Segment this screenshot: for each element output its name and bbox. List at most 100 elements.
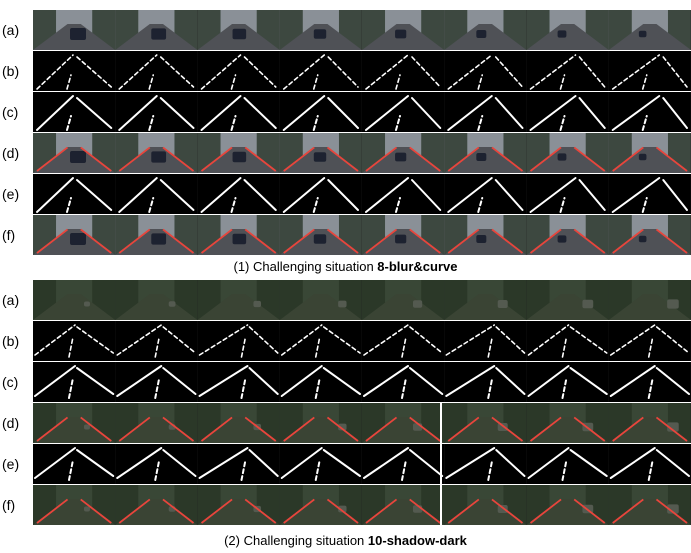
thumbnail-frame xyxy=(362,215,445,255)
image-strip xyxy=(33,10,691,50)
thumbnail-frame xyxy=(444,321,527,361)
thumbnail-frame xyxy=(33,444,116,484)
image-strip xyxy=(33,485,691,525)
thumbnail-frame xyxy=(444,485,527,525)
row-label: (c) xyxy=(2,104,19,120)
thumbnail-strip-svg xyxy=(33,362,691,402)
thumbnail-frame xyxy=(444,215,527,255)
row-label: (e) xyxy=(2,186,20,202)
thumbnail-frame xyxy=(197,174,280,214)
thumbnail-frame xyxy=(444,444,527,484)
thumbnail-frame xyxy=(197,10,280,50)
caption-situation-name: 10-shadow-dark xyxy=(367,533,467,548)
row-f: (f) xyxy=(0,485,691,525)
thumbnail-frame xyxy=(444,362,527,402)
thumbnail-frame xyxy=(115,362,198,402)
thumbnail-frame xyxy=(115,280,198,320)
figure-caption: (1) Challenging situation 8-blur&curve xyxy=(0,259,691,274)
thumbnail-strip-svg xyxy=(33,485,691,525)
image-strip xyxy=(33,321,691,361)
thumbnail-frame xyxy=(526,403,609,443)
thumbnail-strip-svg xyxy=(33,133,691,173)
thumbnail-frame xyxy=(444,51,527,91)
thumbnail-strip-svg xyxy=(33,10,691,50)
image-strip xyxy=(33,403,691,443)
row-label: (a) xyxy=(2,292,20,308)
row-c: (c) xyxy=(0,362,691,402)
row-label: (c) xyxy=(2,374,19,390)
thumbnail-frame xyxy=(279,362,363,402)
row-b: (b) xyxy=(0,51,691,91)
thumbnail-frame xyxy=(444,403,527,443)
thumbnail-frame xyxy=(444,174,527,214)
thumbnail-frame xyxy=(197,485,280,525)
thumbnail-frame xyxy=(33,10,116,50)
thumbnail-strip-svg xyxy=(33,403,691,443)
thumbnail-frame xyxy=(526,51,609,91)
thumbnail-frame xyxy=(33,51,116,91)
thumbnail-frame xyxy=(608,10,691,50)
row-label: (f) xyxy=(2,497,16,513)
thumbnail-frame xyxy=(279,444,363,484)
thumbnail-frame xyxy=(279,133,363,173)
thumbnail-strip-svg xyxy=(33,174,691,214)
row-label: (a) xyxy=(2,22,20,38)
thumbnail-frame xyxy=(526,10,609,50)
thumbnail-frame xyxy=(526,485,609,525)
thumbnail-frame xyxy=(362,10,445,50)
thumbnail-frame xyxy=(115,92,198,132)
thumbnail-frame xyxy=(115,51,198,91)
row-label: (f) xyxy=(2,227,16,243)
row-label: (b) xyxy=(2,333,20,349)
thumbnail-frame xyxy=(444,10,527,50)
thumbnail-frame xyxy=(608,51,691,91)
image-strip xyxy=(33,92,691,132)
thumbnail-strip-svg xyxy=(33,280,691,320)
thumbnail-frame xyxy=(608,321,691,361)
row-f: (f) xyxy=(0,215,691,255)
thumbnail-frame xyxy=(115,215,198,255)
thumbnail-frame xyxy=(33,280,116,320)
row-label: (d) xyxy=(2,145,20,161)
thumbnail-frame xyxy=(279,174,363,214)
thumbnail-frame xyxy=(197,321,280,361)
thumbnail-frame xyxy=(362,362,445,402)
row-d: (d) xyxy=(0,133,691,173)
thumbnail-frame xyxy=(279,321,363,361)
thumbnail-frame xyxy=(115,444,198,484)
figure-block-2: (a) (b) (c) (d) (e) (f) (2) Challenging … xyxy=(0,280,691,553)
thumbnail-frame xyxy=(279,280,363,320)
thumbnail-frame xyxy=(279,51,363,91)
row-a: (a) xyxy=(0,280,691,320)
thumbnail-frame xyxy=(197,92,280,132)
thumbnail-frame xyxy=(362,174,445,214)
image-strip xyxy=(33,280,691,320)
thumbnail-frame xyxy=(279,92,363,132)
thumbnail-frame xyxy=(279,403,363,443)
thumbnail-frame xyxy=(608,444,691,484)
thumbnail-frame xyxy=(33,215,116,255)
thumbnail-frame xyxy=(608,133,691,173)
thumbnail-frame xyxy=(33,403,116,443)
thumbnail-strip-svg xyxy=(33,51,691,91)
figure-block-1: (a) (b) (c) (d) (e) (f) (1) Challenging … xyxy=(0,10,691,274)
thumbnail-frame xyxy=(279,215,363,255)
row-a: (a) xyxy=(0,10,691,50)
thumbnail-frame xyxy=(197,133,280,173)
thumbnail-frame xyxy=(444,133,527,173)
thumbnail-frame xyxy=(197,215,280,255)
thumbnail-strip-svg xyxy=(33,321,691,361)
thumbnail-frame xyxy=(526,215,609,255)
thumbnail-frame xyxy=(115,485,198,525)
thumbnail-frame xyxy=(362,403,445,443)
thumbnail-frame xyxy=(608,92,691,132)
thumbnail-frame xyxy=(362,92,445,132)
thumbnail-frame xyxy=(444,92,527,132)
thumbnail-frame xyxy=(115,321,198,361)
thumbnail-frame xyxy=(115,133,198,173)
thumbnail-frame xyxy=(115,10,198,50)
thumbnail-frame xyxy=(33,321,116,361)
thumbnail-frame xyxy=(33,92,116,132)
thumbnail-frame xyxy=(197,51,280,91)
row-b: (b) xyxy=(0,321,691,361)
